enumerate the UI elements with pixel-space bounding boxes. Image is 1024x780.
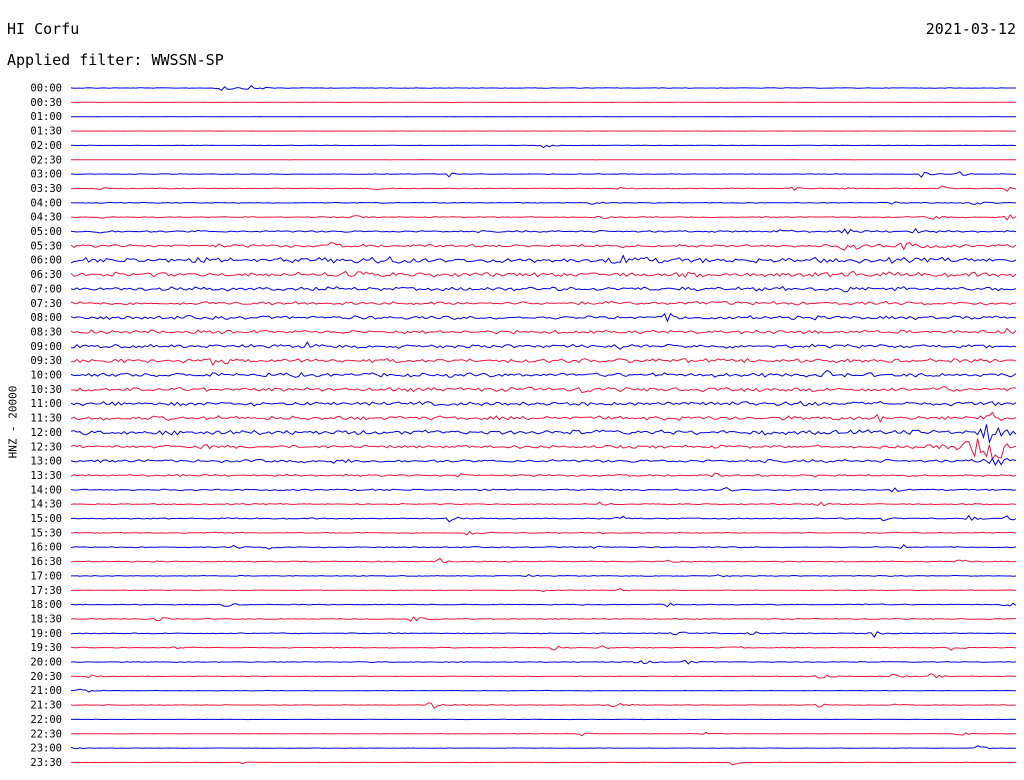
- row-time-label: 00:00: [30, 83, 62, 95]
- row-time-label: 09:30: [30, 355, 62, 367]
- trace-row: [70, 400, 1017, 407]
- trace-row: [70, 241, 1017, 251]
- trace-row: [70, 557, 1017, 564]
- row-time-label: 16:30: [30, 556, 62, 568]
- row-time-label: 18:00: [30, 599, 62, 611]
- row-time-label: 22:30: [30, 728, 62, 740]
- row-time-label: 10:30: [30, 384, 62, 396]
- trace-row: [70, 472, 1017, 478]
- trace-row: [70, 688, 1017, 693]
- trace-row: [70, 616, 1017, 622]
- row-time-label: 09:00: [30, 341, 62, 353]
- trace-row: [70, 702, 1017, 710]
- trace-row: [70, 171, 1016, 179]
- row-time-label: 04:00: [30, 197, 62, 209]
- row-time-label: 17:00: [30, 570, 62, 582]
- row-time-label: 11:30: [30, 413, 62, 425]
- trace-row: [70, 487, 1017, 493]
- trace-row: [70, 673, 1017, 679]
- row-time-label: 02:00: [30, 140, 62, 152]
- trace-row: [70, 185, 1017, 192]
- trace-row: [70, 501, 1017, 507]
- row-time-label: 20:30: [30, 671, 62, 683]
- row-time-label: 03:00: [30, 169, 62, 181]
- row-time-label: 13:30: [30, 470, 62, 482]
- trace-row: [70, 659, 1017, 665]
- trace-row: [70, 369, 1017, 378]
- row-time-label: 12:00: [30, 427, 62, 439]
- row-time-label: 02:30: [30, 154, 62, 166]
- trace-row: [70, 424, 1017, 445]
- trace-row: [70, 300, 1017, 306]
- trace-row: [70, 285, 1017, 293]
- row-time-label: 04:30: [30, 212, 62, 224]
- trace-row: [70, 411, 1017, 423]
- filter-label: Applied filter: WWSSN-SP: [7, 51, 224, 69]
- trace-row: [70, 514, 1017, 523]
- trace-row: [70, 84, 1016, 91]
- row-time-label: 11:00: [30, 398, 62, 410]
- row-time-label: 07:00: [30, 283, 62, 295]
- row-time-label: 01:00: [30, 111, 62, 123]
- trace-row: [71, 574, 1017, 578]
- row-time-label: 06:30: [30, 269, 62, 281]
- trace-row: [70, 645, 1017, 651]
- row-time-label: 05:30: [30, 240, 62, 252]
- row-time-label: 16:00: [30, 542, 62, 554]
- trace-row: [70, 254, 1017, 264]
- trace-row: [70, 201, 1017, 206]
- row-time-label: 12:30: [30, 441, 62, 453]
- trace-row: [70, 602, 1017, 608]
- trace-row: [70, 761, 1017, 766]
- row-time-label: 05:00: [30, 226, 62, 238]
- row-time-label: 15:00: [30, 513, 62, 525]
- row-time-label: 21:00: [30, 685, 62, 697]
- row-time-label: 22:00: [30, 714, 62, 726]
- row-time-label: 08:30: [30, 326, 62, 338]
- row-time-label: 10:00: [30, 370, 62, 382]
- trace-row: [71, 530, 1017, 536]
- row-time-label: 00:30: [30, 97, 62, 109]
- row-time-label: 13:00: [30, 456, 62, 468]
- trace-row: [70, 214, 1017, 221]
- row-time-label: 21:30: [30, 700, 62, 712]
- trace-row: [70, 745, 1016, 750]
- trace-row: [70, 227, 1017, 235]
- row-time-label: 19:30: [30, 642, 62, 654]
- trace-row: [70, 312, 1017, 323]
- trace-row: [70, 144, 1017, 149]
- row-time-label: 01:30: [30, 126, 62, 138]
- trace-row: [71, 386, 1017, 394]
- row-time-label: 07:30: [30, 298, 62, 310]
- row-time-label: 20:00: [30, 657, 62, 669]
- row-time-label: 23:00: [30, 743, 62, 755]
- trace-row: [70, 270, 1017, 278]
- date-label: 2021-03-12: [925, 20, 1016, 38]
- row-time-label: 17:30: [30, 585, 62, 597]
- trace-row: [71, 341, 1017, 350]
- trace-row: [70, 588, 1017, 593]
- row-time-label: 08:00: [30, 312, 62, 324]
- row-time-label: 19:00: [30, 628, 62, 640]
- trace-row: [70, 357, 1017, 367]
- trace-row: [70, 731, 1017, 737]
- row-time-label: 15:30: [30, 527, 62, 539]
- trace-row: [70, 457, 1017, 467]
- row-time-label: 03:30: [30, 183, 62, 195]
- row-time-label: 06:00: [30, 255, 62, 267]
- trace-row: [70, 438, 1017, 461]
- row-time-label: 23:30: [30, 757, 62, 769]
- trace-row: [70, 327, 1017, 335]
- trace-row: [70, 543, 1017, 550]
- row-time-label: 18:30: [30, 613, 62, 625]
- row-time-label: 14:30: [30, 499, 62, 511]
- trace-row: [70, 631, 1017, 639]
- row-time-label: 14:00: [30, 484, 62, 496]
- station-title: HI Corfu: [7, 20, 80, 38]
